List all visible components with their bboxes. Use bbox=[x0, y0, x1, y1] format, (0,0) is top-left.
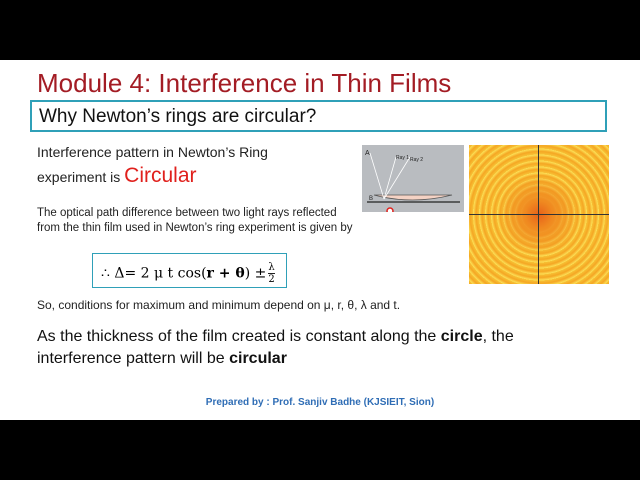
formula-text: ) ± bbox=[244, 265, 267, 282]
formula: ∴ Δ= 2 μ t cos(r + θ) ± λ 2 bbox=[101, 262, 275, 285]
ray bbox=[383, 156, 397, 200]
slide: Module 4: Interference in Thin Films Why… bbox=[0, 60, 640, 420]
marker bbox=[386, 207, 394, 212]
diagram-label: Ray 1 bbox=[396, 155, 409, 161]
ray bbox=[383, 156, 411, 200]
question: Why Newton’s rings are circular? bbox=[39, 106, 317, 127]
lens bbox=[373, 194, 453, 201]
conclusion-bold: circular bbox=[229, 350, 287, 367]
conclusion-bold: circle bbox=[440, 328, 483, 345]
conclusion-text: As the thickness of the film created is … bbox=[37, 328, 441, 345]
crosshair bbox=[469, 214, 609, 215]
formula-box: ∴ Δ= 2 μ t cos(r + θ) ± λ 2 bbox=[92, 253, 287, 288]
intro-line: Interference pattern in Newton’s Ring bbox=[37, 144, 268, 160]
diagram-label: Ray 2 bbox=[410, 157, 423, 163]
intro-line: experiment is Circular bbox=[37, 164, 197, 188]
diagram: A Ray 1 Ray 2 B bbox=[362, 145, 464, 212]
footer: Prepared by : Prof. Sanjiv Badhe (KJSIEI… bbox=[205, 397, 435, 408]
paragraph-line: from the thin film used in Newton’s ring… bbox=[37, 222, 353, 234]
ray bbox=[369, 152, 385, 200]
title: Module 4: Interference in Thin Films bbox=[37, 68, 452, 98]
diagram-label: B bbox=[369, 196, 373, 202]
highlight: Circular bbox=[124, 164, 197, 187]
paragraph-line: The optical path difference between two … bbox=[37, 207, 337, 219]
denominator: 2 bbox=[268, 273, 275, 285]
conditions: So, conditions for maximum and minimum d… bbox=[37, 298, 401, 312]
numerator: λ bbox=[268, 262, 275, 273]
conclusion-text: , the interference pattern will be bbox=[37, 328, 514, 367]
diagram-bg bbox=[362, 145, 464, 212]
ring-pattern bbox=[469, 145, 609, 284]
question-box: Why Newton’s rings are circular? bbox=[30, 100, 607, 132]
conclusion: As the thickness of the film created is … bbox=[37, 326, 592, 370]
diagram-label: A bbox=[365, 150, 370, 157]
intro-text: experiment is bbox=[37, 169, 125, 185]
formula-text: ∴ Δ= 2 μ t cos( bbox=[101, 265, 207, 282]
formula-bold: r + θ bbox=[206, 265, 245, 282]
